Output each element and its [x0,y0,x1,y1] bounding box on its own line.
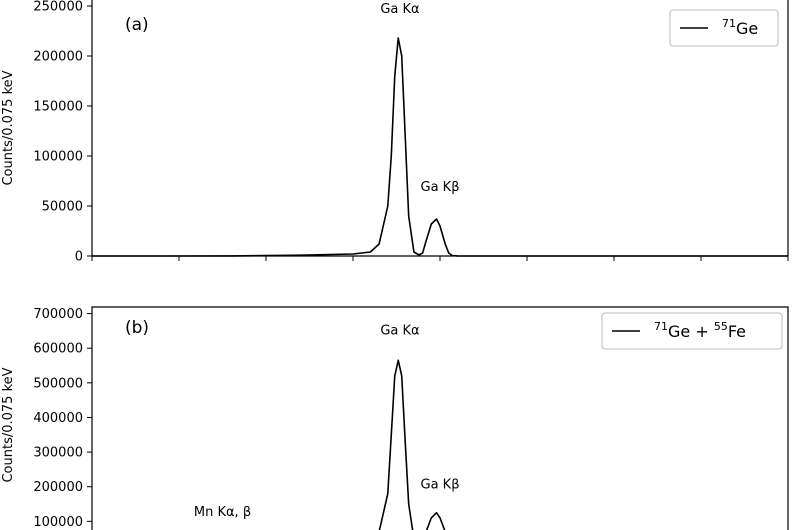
panel-a-ytick-label-0: 0 [75,250,83,265]
panel-a-series-line-0 [92,37,788,257]
panel-a-annotation-0: Ga Kα [380,2,419,17]
panel-a-ytick-label-3: 150000 [33,100,83,115]
panel-b-ytick-label-3: 400000 [33,411,83,426]
panel-a-legend-sup1: 71 [722,17,736,30]
panel-a-ytick-label-1: 50000 [42,200,83,215]
panel-a-ylabel: Counts/0.075 keV [1,70,16,185]
panel-b-annotations: Ga Kα Ga Kβ Mn Kα, β [194,323,460,520]
panel-a-ytick-label-2: 100000 [33,150,83,165]
panel-b-legend-text: 71Ge + 55Fe [654,320,746,341]
panel-b-ylabel: Counts/0.075 keV [1,367,16,482]
panel-b-legend-sup1: 71 [654,320,668,333]
panel-b-annotation-1: Ga Kβ [421,477,460,492]
panel-b-ytick-label-6: 700000 [33,307,83,322]
panel-a-legend-text: 71Ge [722,17,758,38]
panel-b-legend: 71Ge + 55Fe [601,312,783,350]
panel-b-ytick-label-1: 200000 [33,480,83,495]
panel-b-axes-frame [91,306,789,530]
panel-b-legend-t1: Ge + [668,322,714,341]
panel-b-label: (b) [125,318,149,338]
panel-b-annotation-0: Ga Kα [380,323,419,338]
panel-b: (b) Counts/0.075 keV 100000 200000 300000 4… [1,306,789,530]
panel-a: (a) Counts/0.075 keV 0 50000 100000 150000 2… [1,0,789,265]
panel-b-series-group [378,359,446,530]
panel-b-ytick-label-5: 600000 [33,342,83,357]
panel-a-label: (a) [125,15,149,35]
panel-a-annotations: Ga Kα Ga Kβ [380,2,459,195]
panel-a-yticks: 0 50000 100000 150000 200000 250000 [33,0,92,265]
panel-b-legend-t2: Fe [728,322,746,341]
panel-b-ytick-label-4: 500000 [33,376,83,391]
panel-a-legend: 71Ge [669,9,779,47]
panel-b-series-line-0 [378,359,446,530]
panel-b-legend-box [601,312,783,350]
panel-a-series-group [92,37,788,257]
panel-b-annotation-2: Mn Kα, β [194,505,251,520]
panel-b-ytick-label-0: 100000 [33,515,83,530]
panel-a-ytick-label-4: 200000 [33,50,83,65]
panel-a-xticks [91,256,789,261]
panel-a-legend-box [669,9,779,47]
panel-b-yticks: 100000 200000 300000 400000 500000 600000 7000… [33,307,92,530]
panel-a-ytick-label-5: 250000 [33,0,83,15]
panel-b-ytick-label-2: 300000 [33,446,83,461]
panel-b-legend-sup2: 55 [714,320,728,333]
panel-a-legend-t1: Ge [736,19,758,38]
panel-a-annotation-1: Ga Kβ [421,180,460,195]
